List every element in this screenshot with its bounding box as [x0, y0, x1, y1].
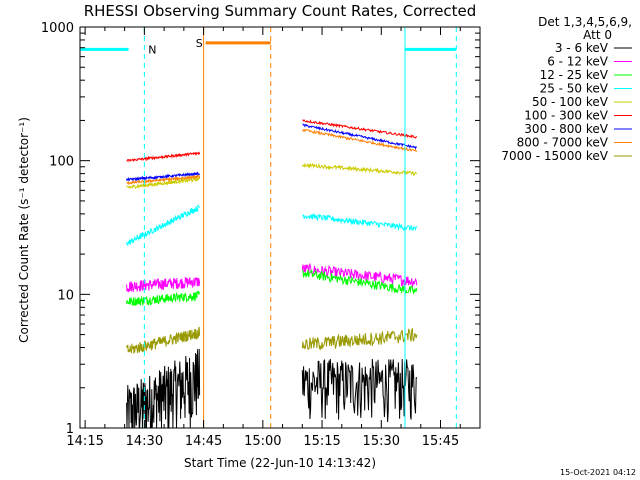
x-axis-label: Start Time (22-Jun-10 14:13:42): [184, 456, 376, 470]
saa-label: S: [196, 37, 203, 50]
y-tick-label: 100: [49, 155, 74, 170]
series-line-6-segment-0: [126, 171, 201, 182]
series-line-4-segment-1: [301, 162, 418, 176]
legend-label: 6 - 12 keV: [547, 55, 609, 69]
series-line-0-segment-0: [126, 348, 201, 429]
plot-frame: [79, 26, 481, 429]
y-tick-label: 10: [57, 288, 74, 303]
x-tick-label: 15:00: [244, 434, 281, 449]
x-tick-label: 14:30: [126, 434, 163, 449]
series-line-2-segment-1: [302, 269, 418, 295]
legend-label: 800 - 7000 keV: [517, 136, 609, 150]
plot-data: [126, 119, 418, 429]
series-line-8-segment-0: [126, 326, 201, 354]
legend-label: 300 - 800 keV: [524, 122, 608, 136]
series-line-3-segment-0: [126, 204, 200, 246]
series-line-8-segment-1: [301, 328, 418, 351]
series-line-7-segment-0: [126, 174, 201, 186]
chart-title: RHESSI Observing Summary Count Rates, Co…: [84, 2, 477, 20]
legend-label: 3 - 6 keV: [555, 41, 609, 55]
night-label: N: [148, 43, 156, 56]
series-line-7-segment-1: [301, 128, 417, 153]
x-tick-label: 14:15: [66, 434, 103, 449]
series-line-4-segment-0: [126, 176, 201, 190]
legend-label: 100 - 300 keV: [524, 109, 608, 123]
x-tick-label: 15:45: [422, 434, 459, 449]
legend-label: 7000 - 15000 keV: [501, 149, 608, 163]
series-line-6-segment-1: [302, 123, 417, 150]
x-tick-label: 14:45: [185, 434, 222, 449]
x-tick-label: 15:30: [363, 434, 400, 449]
legend-label: 50 - 100 keV: [532, 95, 609, 109]
y-tick-label: 1000: [41, 21, 74, 36]
series-line-1-segment-0: [126, 276, 201, 294]
y-axis-label: Corrected Count Rate (s⁻¹ detector⁻¹): [17, 117, 31, 343]
series-line-3-segment-1: [302, 212, 418, 232]
y-tick-label: 1: [66, 422, 74, 437]
legend-label: 12 - 25 keV: [540, 68, 609, 82]
series-line-0-segment-1: [301, 358, 418, 423]
x-tick-label: 15:15: [303, 434, 340, 449]
legend-header-line1: Det 1,3,4,5,6,9,: [538, 15, 632, 29]
axes: 14:15 14:30 14:45 15:00 15:15 15:30 15:45 1 10 10…: [41, 21, 481, 449]
legend-header-line2: Att 0: [583, 28, 612, 42]
series-line-5-segment-1: [302, 119, 418, 139]
footer-timestamp: 15-Oct-2021 04:12: [560, 468, 636, 477]
series-line-2-segment-0: [126, 290, 201, 307]
series-line-5-segment-0: [126, 151, 201, 163]
legend-label: 25 - 50 keV: [540, 82, 609, 96]
